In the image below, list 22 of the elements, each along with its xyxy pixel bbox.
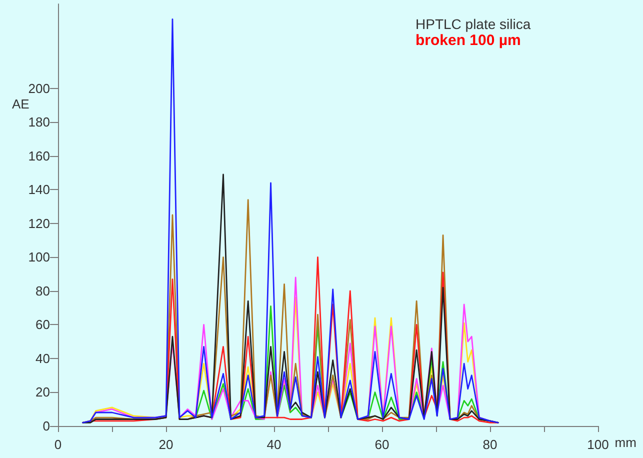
x-axis-title: mm	[614, 435, 636, 450]
x-tick-label: 40	[266, 437, 282, 452]
x-tick-label: 60	[374, 437, 390, 452]
y-tick-label: 20	[36, 384, 50, 400]
x-tick-label: 20	[158, 437, 174, 452]
x-tick-label: 100	[587, 437, 609, 452]
y-tick-label: 80	[36, 283, 50, 298]
y-axis-title: AE	[12, 96, 30, 112]
y-tick-label: 160	[28, 148, 50, 164]
text: HPTLC plate silica	[415, 16, 531, 32]
line-series	[82, 18, 499, 424]
y-tick-label: 180	[28, 114, 50, 130]
y-tick-label: 200	[28, 80, 50, 96]
y-tick-label: 120	[28, 216, 50, 231]
x-tick-label: 0	[54, 437, 62, 452]
y-tick-label: 0	[42, 418, 50, 434]
y-tick-label: 40	[36, 350, 50, 366]
text: broken 100 µm	[415, 32, 521, 49]
y-tick-label: 100	[28, 250, 50, 265]
x-tick-label: 80	[482, 437, 498, 452]
y-tick-label: 140	[28, 182, 50, 198]
y-tick-label: 60	[36, 317, 50, 332]
